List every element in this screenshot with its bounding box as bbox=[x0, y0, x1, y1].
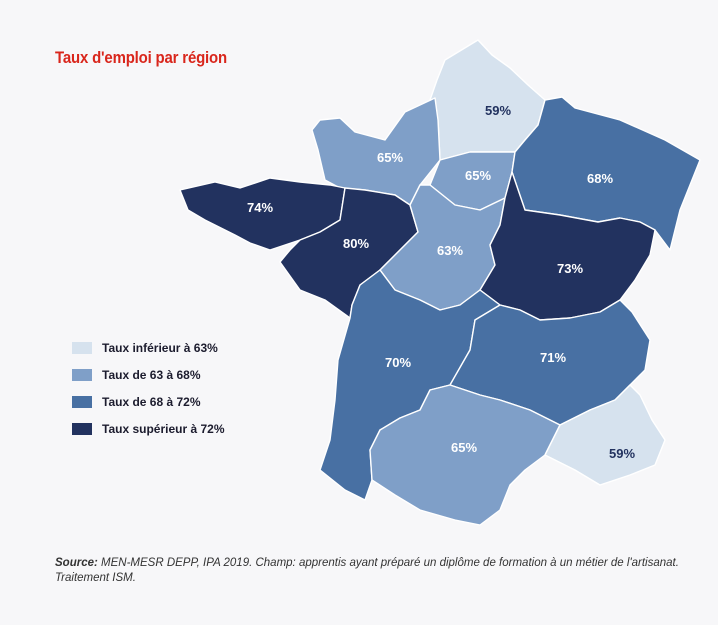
label-bourgogne-franche-comte: 73% bbox=[557, 261, 583, 276]
legend-label: Taux de 68 à 72% bbox=[102, 394, 201, 409]
label-auvergne-rhone-alpes: 71% bbox=[540, 350, 566, 365]
label-pays-de-la-loire: 80% bbox=[343, 236, 369, 251]
legend-label: Taux supérieur à 72% bbox=[102, 421, 225, 436]
legend-item: Taux de 68 à 72% bbox=[72, 388, 225, 415]
legend-swatch bbox=[72, 368, 92, 381]
label-normandie: 65% bbox=[377, 150, 403, 165]
legend-item: Taux de 63 à 68% bbox=[72, 361, 225, 388]
legend-item: Taux supérieur à 72% bbox=[72, 415, 225, 442]
legend-label: Taux de 63 à 68% bbox=[102, 367, 201, 382]
source-label: Source: bbox=[55, 557, 98, 569]
label-ile-de-france: 65% bbox=[465, 168, 491, 183]
map-legend: Taux inférieur à 63% Taux de 63 à 68% Ta… bbox=[72, 334, 225, 442]
legend-item: Taux inférieur à 63% bbox=[72, 334, 225, 361]
label-centre-val-de-loire: 63% bbox=[437, 243, 463, 258]
legend-swatch bbox=[72, 395, 92, 408]
region-occitanie[interactable] bbox=[369, 384, 561, 526]
label-occitanie: 65% bbox=[451, 440, 477, 455]
label-hauts-de-france: 59% bbox=[485, 103, 511, 118]
legend-swatch bbox=[72, 341, 92, 354]
label-grand-est: 68% bbox=[587, 171, 613, 186]
label-bretagne: 74% bbox=[247, 200, 273, 215]
label-provence-alpes-cote-azur: 59% bbox=[609, 446, 635, 461]
source-note: Source: MEN-MESR DEPP, IPA 2019. Champ: … bbox=[55, 556, 705, 586]
legend-label: Taux inférieur à 63% bbox=[102, 340, 218, 355]
map-title: Taux d'emploi par région bbox=[55, 48, 227, 67]
source-text: MEN-MESR DEPP, IPA 2019. Champ: apprenti… bbox=[55, 557, 679, 584]
legend-swatch bbox=[72, 422, 92, 435]
region-provence-alpes-cote-azur[interactable] bbox=[544, 384, 666, 486]
label-nouvelle-aquitaine: 70% bbox=[385, 355, 411, 370]
